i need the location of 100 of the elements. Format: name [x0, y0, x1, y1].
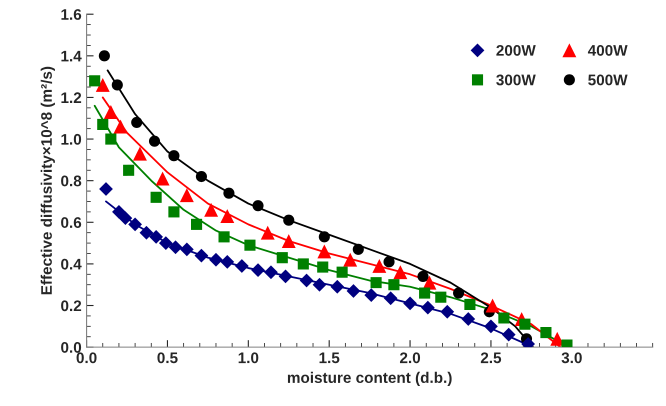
- point: [343, 252, 358, 267]
- point: [99, 182, 113, 196]
- point: [251, 263, 265, 278]
- point: [486, 298, 500, 312]
- point: [502, 328, 516, 342]
- point: [330, 280, 344, 294]
- point: [364, 288, 378, 302]
- legend-label: 400W: [588, 45, 628, 56]
- point: [352, 244, 364, 255]
- point: [148, 136, 160, 147]
- point: [150, 192, 162, 203]
- point: [278, 270, 292, 284]
- y-tick-label: 0.0: [61, 342, 82, 353]
- point: [440, 304, 454, 319]
- x-tick-label: 0.5: [157, 352, 178, 364]
- x-tick-label: 1.0: [238, 352, 258, 364]
- point: [317, 244, 332, 258]
- legend-label: 500W: [588, 74, 628, 86]
- point: [453, 287, 464, 299]
- point: [140, 226, 154, 240]
- point: [204, 202, 218, 217]
- point: [220, 209, 234, 223]
- point: [419, 287, 430, 299]
- y-tick-label: 0.2: [61, 300, 82, 312]
- point: [98, 50, 110, 62]
- point: [317, 261, 328, 273]
- point: [519, 318, 530, 330]
- x-tick-label: 2.5: [480, 352, 502, 364]
- point: [244, 240, 256, 251]
- point: [194, 248, 208, 262]
- point: [484, 319, 498, 334]
- point: [191, 218, 202, 230]
- point: [435, 292, 446, 303]
- point: [168, 240, 182, 254]
- point: [105, 134, 116, 145]
- point: [300, 274, 314, 288]
- point: [312, 278, 326, 292]
- point: [96, 78, 110, 92]
- y-axis-title: Effective diffusivity×10^8 (m²/s): [40, 66, 55, 294]
- point: [388, 279, 400, 290]
- y-tick-label: 1.0: [61, 134, 82, 145]
- point: [282, 234, 296, 248]
- point: [318, 231, 330, 242]
- point: [209, 252, 223, 267]
- y-tick-label: 0.6: [61, 217, 82, 228]
- point: [180, 242, 194, 256]
- point: [89, 75, 100, 86]
- x-tick-label: 0.0: [76, 352, 97, 364]
- point: [252, 200, 264, 212]
- point: [498, 312, 510, 324]
- point: [260, 226, 275, 240]
- x-tick-label: 3.0: [562, 352, 582, 364]
- point: [346, 284, 360, 298]
- point: [370, 277, 382, 288]
- point: [149, 230, 164, 244]
- point: [168, 150, 180, 162]
- point: [383, 256, 395, 268]
- point: [393, 265, 408, 280]
- point: [220, 254, 234, 269]
- point: [417, 270, 429, 282]
- point: [403, 296, 417, 310]
- point: [464, 298, 476, 310]
- y-tick-label: 1.2: [61, 92, 82, 103]
- point: [264, 265, 278, 280]
- point: [112, 205, 126, 219]
- line-series: [106, 69, 534, 348]
- y-tick-label: 1.4: [61, 50, 82, 62]
- point: [123, 164, 134, 176]
- point: [196, 170, 207, 182]
- point: [128, 217, 142, 232]
- point: [234, 259, 249, 273]
- legend-label: 300W: [496, 74, 536, 86]
- point: [540, 327, 552, 338]
- x-axis-title: moisture content (d.b.): [288, 372, 452, 386]
- point: [112, 79, 123, 91]
- point: [223, 188, 234, 199]
- point: [97, 118, 108, 130]
- point: [372, 259, 386, 273]
- legend-label: 200W: [496, 45, 536, 56]
- point: [180, 188, 194, 202]
- point: [131, 116, 142, 128]
- y-tick-label: 1.6: [61, 9, 82, 20]
- point: [276, 252, 288, 264]
- point: [461, 312, 476, 326]
- point: [283, 214, 294, 226]
- point: [298, 258, 309, 270]
- point: [114, 120, 128, 134]
- point: [158, 236, 173, 250]
- x-tick-label: 2.0: [400, 352, 420, 364]
- point: [156, 172, 170, 186]
- point: [168, 206, 180, 218]
- point: [118, 211, 132, 225]
- point: [336, 266, 348, 278]
- y-tick-label: 0.4: [61, 258, 82, 270]
- x-tick-label: 1.5: [320, 352, 340, 364]
- point: [218, 231, 230, 242]
- y-tick-label: 0.8: [61, 176, 82, 186]
- point: [384, 291, 398, 306]
- point: [104, 105, 118, 119]
- point: [133, 146, 147, 161]
